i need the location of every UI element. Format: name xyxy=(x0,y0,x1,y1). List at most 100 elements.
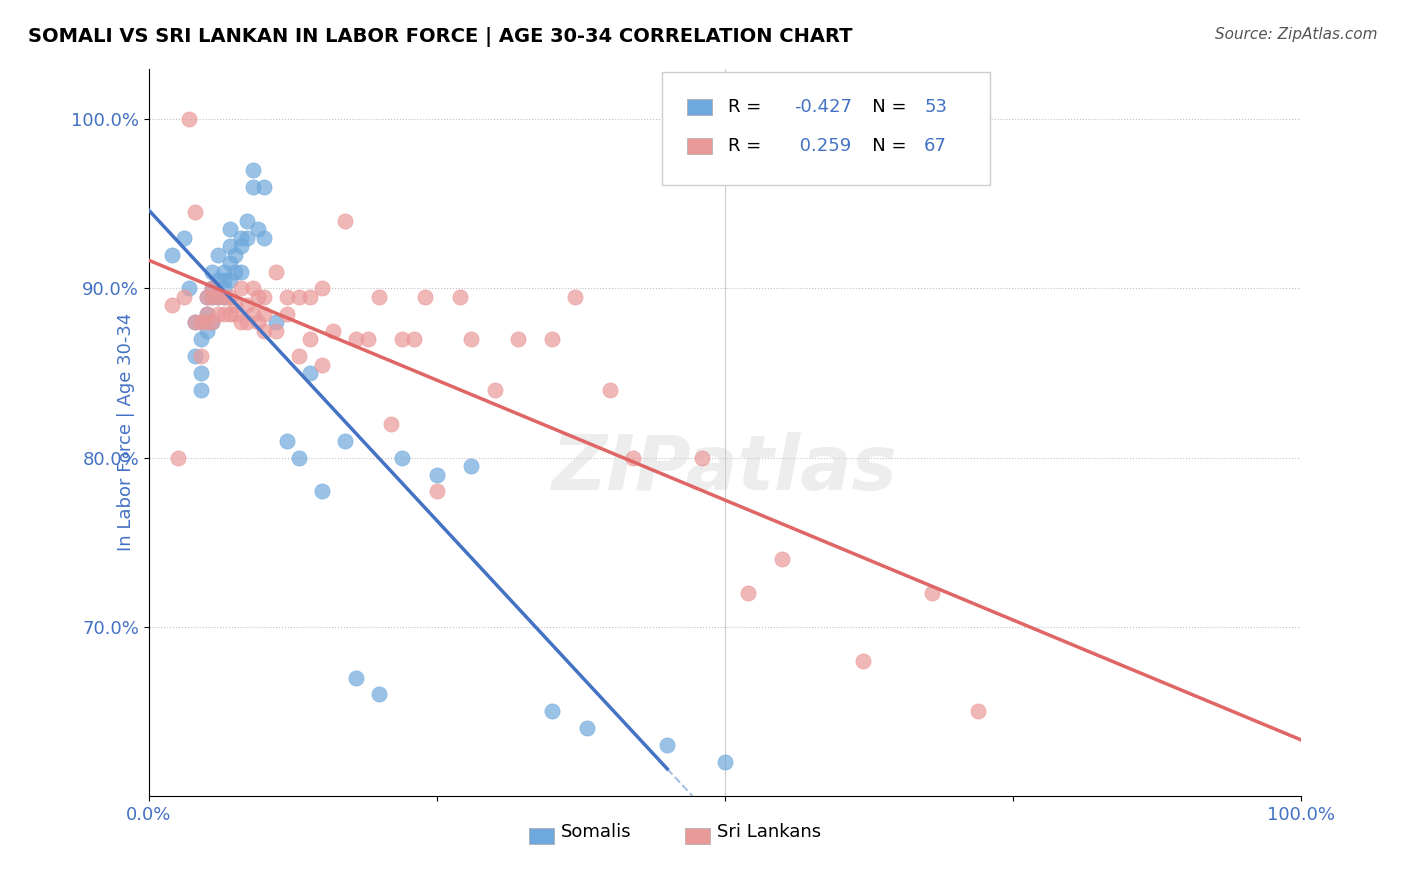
Point xyxy=(564,290,586,304)
Point xyxy=(201,315,224,329)
Point xyxy=(242,180,264,194)
Point xyxy=(357,332,380,346)
Point xyxy=(242,307,264,321)
Point xyxy=(247,315,270,329)
Y-axis label: In Labor Force | Age 30-34: In Labor Force | Age 30-34 xyxy=(117,313,135,551)
Text: ZIPatlas: ZIPatlas xyxy=(553,432,898,506)
Text: Somalis: Somalis xyxy=(561,823,631,841)
Point xyxy=(207,247,229,261)
Point xyxy=(253,290,276,304)
Point xyxy=(484,383,506,397)
Point xyxy=(426,467,449,482)
Point xyxy=(229,281,252,295)
Point xyxy=(201,290,224,304)
Point xyxy=(190,332,212,346)
Point xyxy=(426,484,449,499)
Point xyxy=(311,358,333,372)
Point xyxy=(190,315,212,329)
Point xyxy=(224,247,246,261)
Point xyxy=(218,256,240,270)
Point xyxy=(657,738,679,752)
Text: R =: R = xyxy=(728,137,768,155)
Point xyxy=(852,654,875,668)
Point xyxy=(184,315,207,329)
Point xyxy=(207,290,229,304)
Point xyxy=(160,247,183,261)
Text: 67: 67 xyxy=(924,137,948,155)
Point xyxy=(242,281,264,295)
Point xyxy=(460,332,482,346)
Point xyxy=(402,332,425,346)
Point xyxy=(506,332,529,346)
Point xyxy=(184,205,207,219)
Point xyxy=(247,222,270,236)
Point xyxy=(299,290,322,304)
Point xyxy=(380,417,402,431)
Text: N =: N = xyxy=(855,137,912,155)
Point xyxy=(201,281,224,295)
Point xyxy=(299,332,322,346)
Point xyxy=(621,450,644,465)
Point xyxy=(599,383,621,397)
Point xyxy=(264,315,287,329)
Point xyxy=(207,307,229,321)
Point xyxy=(207,290,229,304)
Point xyxy=(253,230,276,244)
Point xyxy=(184,349,207,363)
Point xyxy=(311,484,333,499)
Point xyxy=(276,290,298,304)
Point xyxy=(368,290,391,304)
Point xyxy=(184,315,207,329)
Text: 0.259: 0.259 xyxy=(794,137,851,155)
Point xyxy=(224,264,246,278)
Point xyxy=(541,332,564,346)
Point xyxy=(218,307,240,321)
Point xyxy=(190,366,212,380)
Point xyxy=(195,315,218,329)
Point xyxy=(218,222,240,236)
Point xyxy=(212,307,235,321)
Point xyxy=(229,264,252,278)
Point xyxy=(224,298,246,312)
Point xyxy=(575,721,598,735)
Point xyxy=(229,239,252,253)
Text: R =: R = xyxy=(728,98,768,116)
Point xyxy=(287,450,309,465)
Point xyxy=(236,298,259,312)
Point xyxy=(173,290,195,304)
Point xyxy=(179,281,201,295)
Point xyxy=(190,349,212,363)
Text: N =: N = xyxy=(855,98,912,116)
Point xyxy=(212,281,235,295)
Point xyxy=(218,273,240,287)
Point xyxy=(344,671,367,685)
Text: -0.427: -0.427 xyxy=(794,98,852,116)
Point xyxy=(415,290,437,304)
Text: SOMALI VS SRI LANKAN IN LABOR FORCE | AGE 30-34 CORRELATION CHART: SOMALI VS SRI LANKAN IN LABOR FORCE | AG… xyxy=(28,27,852,46)
Point xyxy=(236,315,259,329)
Point xyxy=(264,324,287,338)
Point xyxy=(253,324,276,338)
Point xyxy=(212,264,235,278)
Point xyxy=(224,307,246,321)
Point xyxy=(190,383,212,397)
Point xyxy=(921,586,943,600)
Point xyxy=(195,290,218,304)
Point xyxy=(253,180,276,194)
Point xyxy=(229,230,252,244)
FancyBboxPatch shape xyxy=(685,828,710,844)
Point xyxy=(247,290,270,304)
Point xyxy=(212,290,235,304)
Point xyxy=(195,324,218,338)
Point xyxy=(236,214,259,228)
Point xyxy=(160,298,183,312)
Point xyxy=(242,163,264,178)
FancyBboxPatch shape xyxy=(661,72,990,185)
Point xyxy=(714,755,737,769)
Point xyxy=(212,273,235,287)
Text: 53: 53 xyxy=(924,98,948,116)
Point xyxy=(287,290,309,304)
Point xyxy=(311,281,333,295)
Point xyxy=(690,450,713,465)
Point xyxy=(229,315,252,329)
